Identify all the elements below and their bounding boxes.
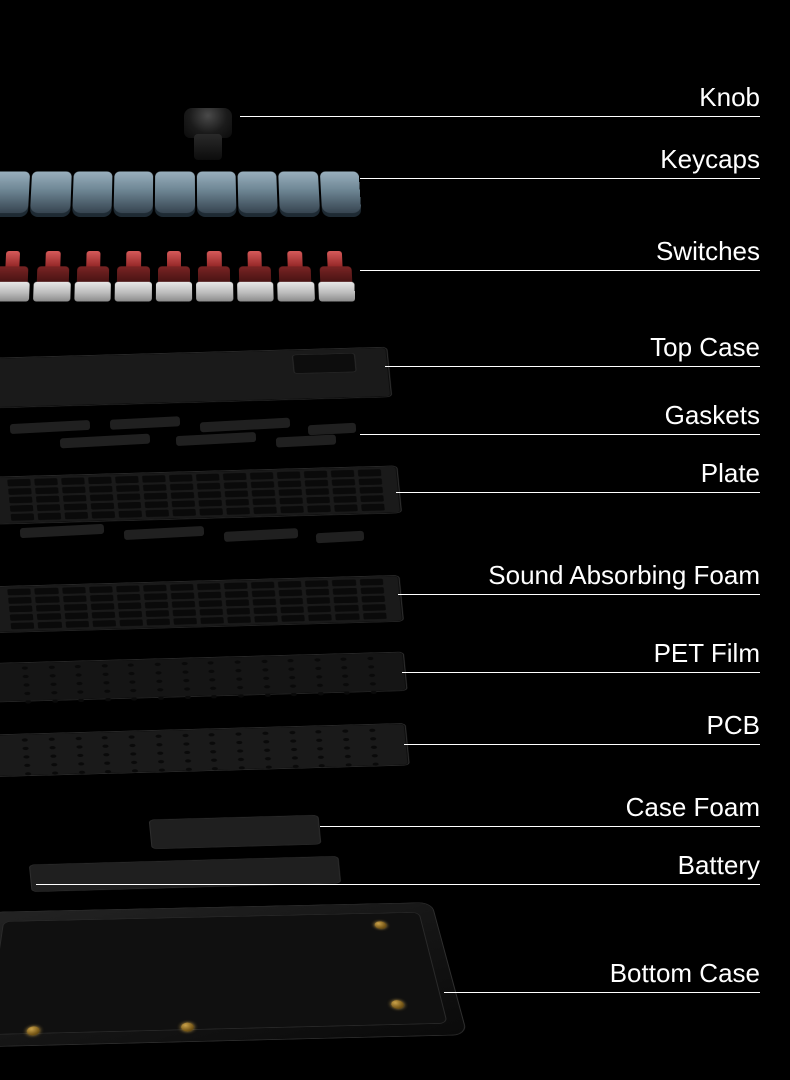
top-case-part [0,347,392,408]
gaskets-lower-part [0,524,380,550]
plate-label: Plate [701,458,760,489]
bottomcase-rule [444,992,760,993]
plate-rule [396,492,760,493]
foam-rule [398,594,760,595]
bottom-case-part [0,902,468,1047]
petfilm-rule [402,672,760,673]
knob-part [180,108,236,168]
keycaps-label: Keycaps [660,144,760,175]
case-foam-part [149,815,322,849]
exploded-diagram: Knob Keycaps Switches Top Case Gaskets Plate S… [0,0,790,1080]
keycaps-rule [360,178,760,179]
knob-label: Knob [699,82,760,113]
pcb-rule [404,744,760,745]
casefoam-rule [320,826,760,827]
gaskets-label: Gaskets [665,400,760,431]
switches-rule [360,270,760,271]
gaskets-rule [360,434,760,435]
topcase-label: Top Case [650,332,760,363]
bottomcase-label: Bottom Case [610,958,760,989]
foam-label: Sound Absorbing Foam [488,560,760,591]
keycaps-part [0,171,361,215]
knob-rule [240,116,760,117]
gaskets-part [0,416,380,448]
pcb-part [0,723,410,777]
switches-label: Switches [656,236,760,267]
topcase-rule [385,366,760,367]
casefoam-label: Case Foam [626,792,760,823]
petfilm-label: PET Film [654,638,760,669]
switches-part [0,251,355,301]
battery-label: Battery [678,850,760,881]
battery-part [29,856,341,892]
battery-rule [36,884,760,885]
pcb-label: PCB [707,710,760,741]
pet-film-part [0,652,408,703]
plate-part [0,466,402,525]
sound-absorbing-foam-part [0,575,404,633]
